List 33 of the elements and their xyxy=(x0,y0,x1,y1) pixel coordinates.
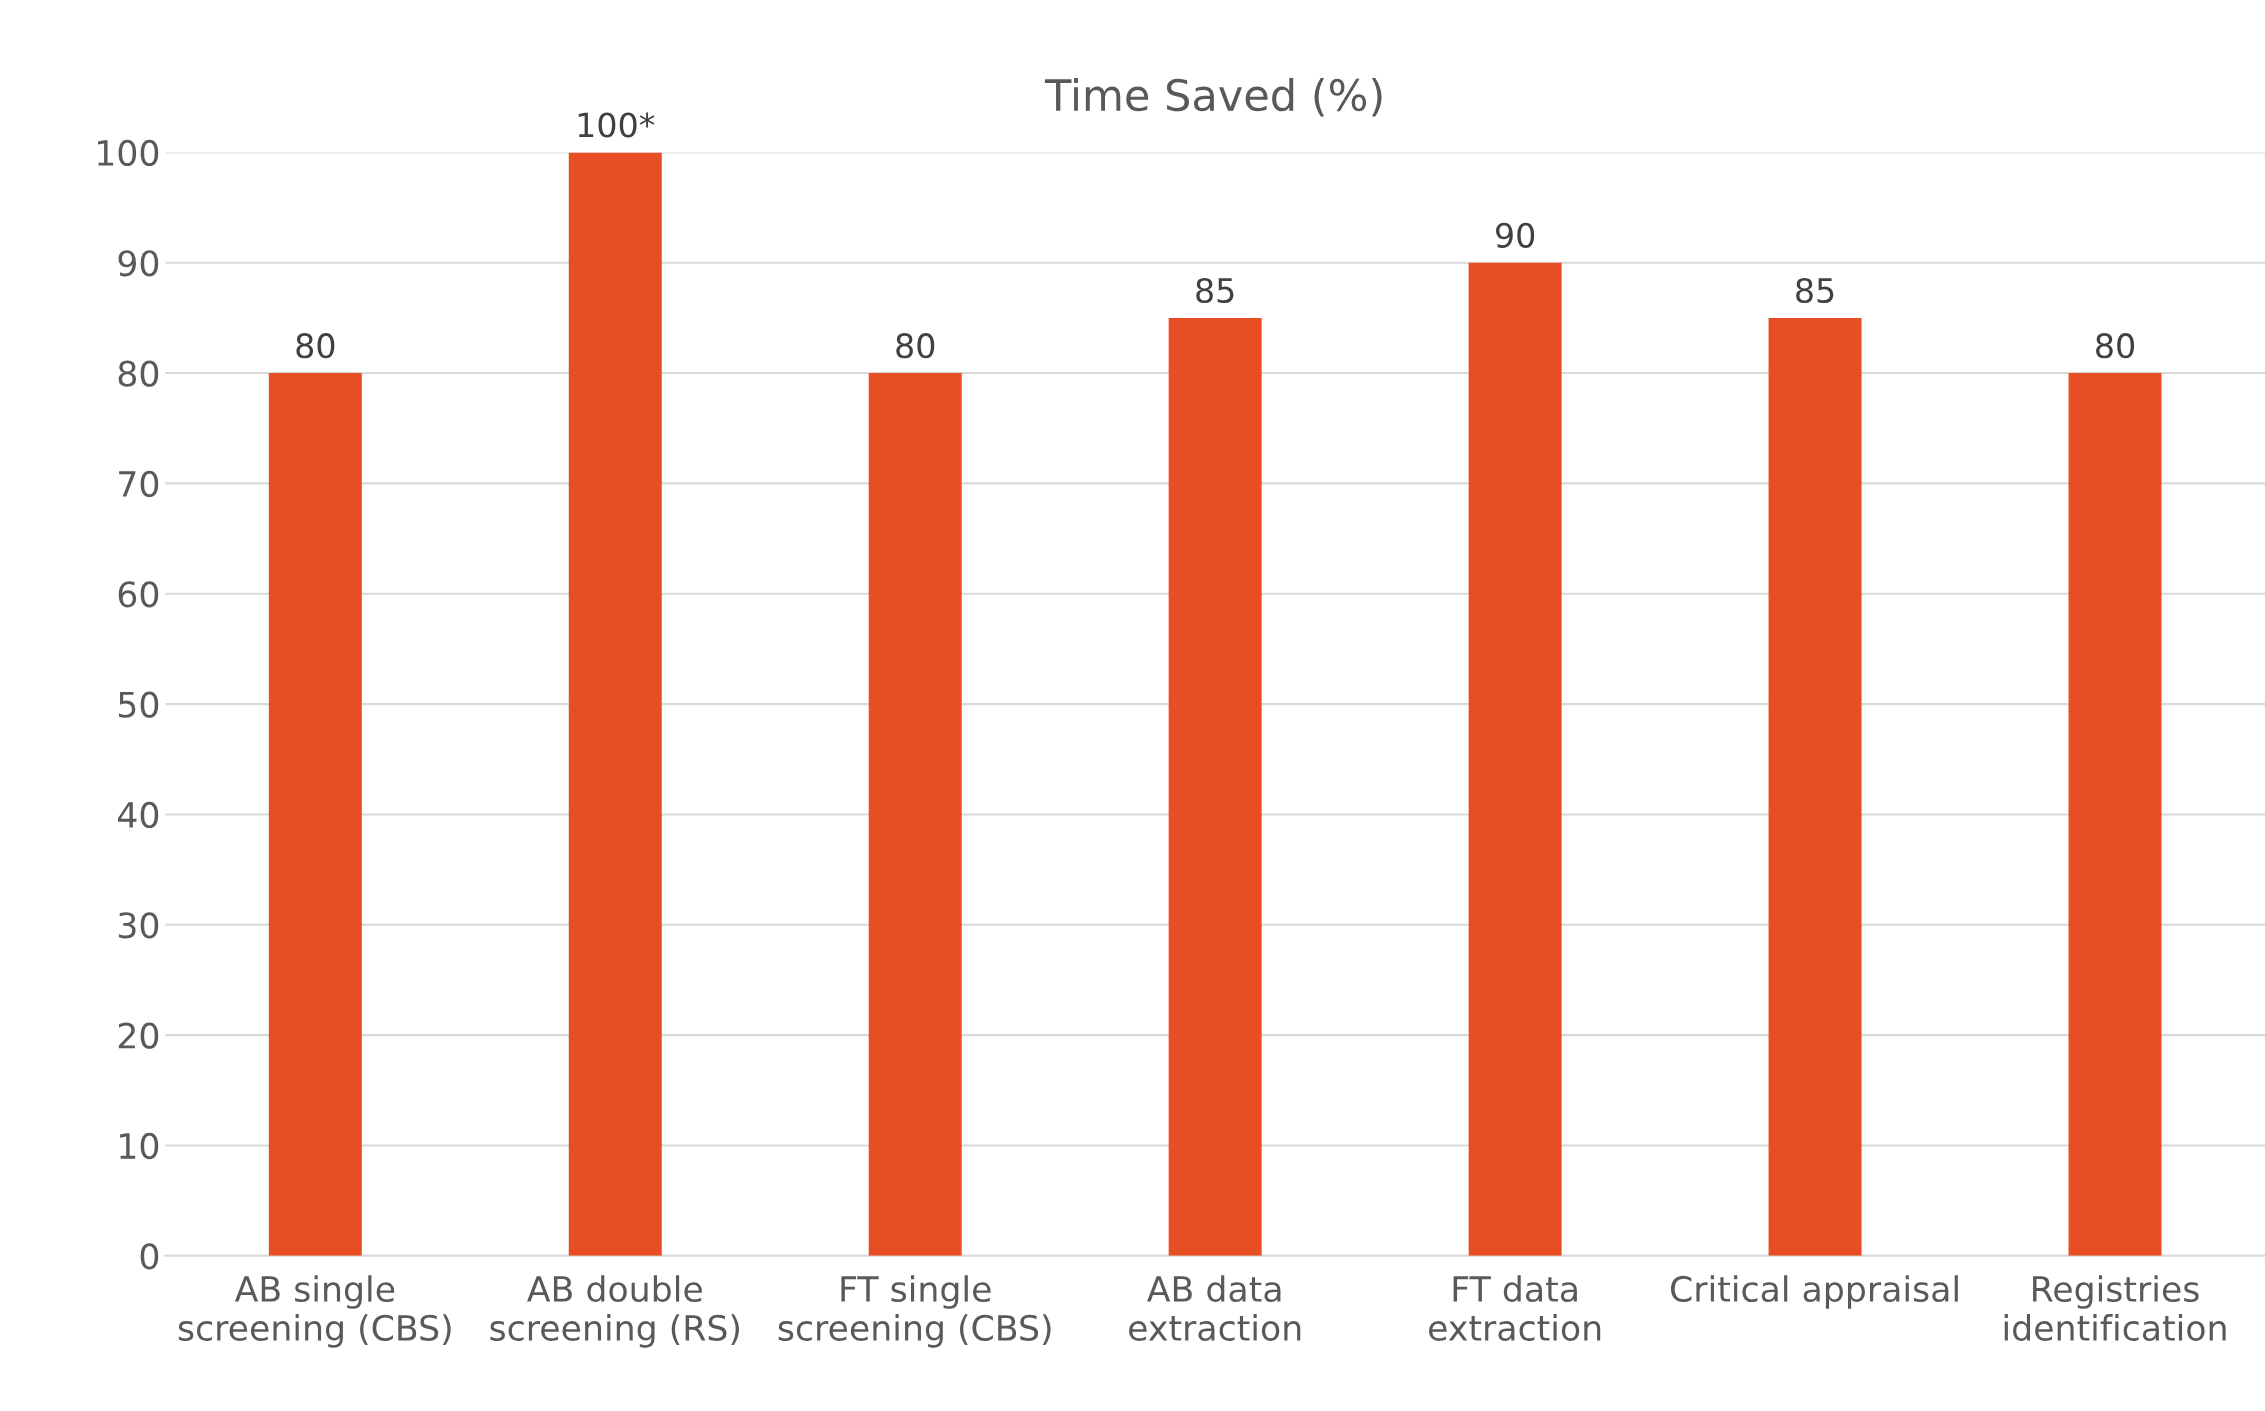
x-tick-label: Critical appraisal xyxy=(1671,1275,1958,1309)
data-label: 85 xyxy=(1196,277,1234,304)
y-tick-label: 10 xyxy=(120,1132,159,1160)
y-tick-label: 100 xyxy=(98,139,159,167)
y-tick-label: 90 xyxy=(118,250,159,277)
data-label: 85 xyxy=(1796,277,1834,304)
bar xyxy=(268,373,362,1256)
y-tick-label: 0 xyxy=(140,1243,159,1270)
x-tick-label: FT data extraction xyxy=(1429,1275,1601,1341)
x-tick-label: AB double screening (RS) xyxy=(490,1275,739,1348)
y-tick-label: 70 xyxy=(119,470,159,498)
data-label: 80 xyxy=(896,333,935,359)
bar xyxy=(2068,373,2162,1256)
y-tick-label: 60 xyxy=(118,581,159,608)
x-tick-label: AB single screening (CBS) xyxy=(178,1275,451,1348)
y-tick-label: 50 xyxy=(118,691,159,718)
bar xyxy=(1168,317,1262,1256)
data-label: 90 xyxy=(1496,222,1535,248)
bar xyxy=(1768,317,1862,1256)
x-tick-label: Registries identification xyxy=(2004,1275,2226,1341)
bar xyxy=(568,152,662,1256)
chart-title: Time Saved (%) xyxy=(1044,78,1382,117)
y-tick-label: 30 xyxy=(118,912,159,939)
y-tick-label: 20 xyxy=(118,1022,159,1049)
data-label: 80 xyxy=(2096,333,2135,359)
bar xyxy=(868,373,962,1256)
y-tick-label: 40 xyxy=(118,801,159,829)
bar xyxy=(1468,262,1562,1256)
y-tick-label: 80 xyxy=(118,360,159,387)
data-label: 80 xyxy=(296,333,335,359)
x-tick-label: AB data extraction xyxy=(1129,1275,1301,1341)
data-label: 100* xyxy=(578,112,655,138)
x-tick-label: FT single screening (CBS) xyxy=(778,1275,1051,1348)
